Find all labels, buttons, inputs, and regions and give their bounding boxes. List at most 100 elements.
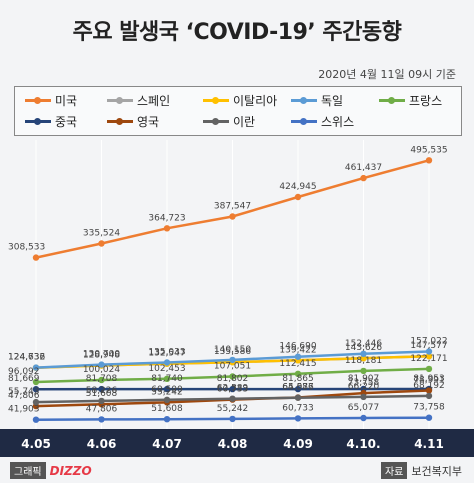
legend-item: 프랑스	[379, 92, 442, 109]
data-point	[294, 353, 302, 360]
data-point	[98, 397, 105, 405]
data-label: 102,453	[148, 364, 185, 374]
data-point	[425, 353, 433, 360]
legend-item: 이란	[203, 113, 255, 130]
legend-label: 중국	[55, 115, 78, 129]
data-label: 335,524	[83, 229, 120, 239]
data-point	[163, 359, 171, 366]
x-tick-label: 4.10.	[346, 437, 380, 451]
data-point	[32, 254, 40, 261]
legend-item: 이탈리아	[203, 92, 277, 109]
data-point	[294, 415, 302, 422]
x-tick-label: 4.06	[87, 437, 117, 451]
x-axis-bar	[0, 429, 474, 457]
data-label: 73,758	[413, 403, 445, 413]
data-point	[425, 392, 433, 400]
data-label: 122,171	[410, 354, 447, 364]
data-label: 112,415	[279, 359, 316, 369]
legend-label: 독일	[321, 94, 344, 108]
legend-swatch	[379, 97, 405, 104]
legend-swatch	[107, 97, 133, 104]
data-label: 41,903	[8, 405, 40, 415]
data-point	[32, 378, 40, 386]
data-point	[294, 394, 302, 401]
legend-swatch	[291, 118, 317, 125]
data-point	[163, 375, 171, 382]
data-label: 51,608	[86, 389, 118, 399]
data-label: 58,226	[86, 386, 118, 396]
x-tick-label: 4.07	[152, 437, 182, 451]
data-point	[32, 416, 40, 423]
data-label: 124,632	[8, 353, 45, 363]
data-point	[425, 414, 433, 421]
data-point	[360, 350, 367, 357]
data-point	[98, 240, 105, 247]
data-label: 60,733	[282, 403, 314, 413]
data-point	[425, 157, 433, 164]
data-label: 78,991	[413, 376, 445, 386]
data-label: 64,586	[282, 383, 314, 393]
data-point	[163, 416, 171, 423]
data-label: 68,192	[413, 381, 445, 391]
legend-swatch	[25, 118, 51, 125]
data-label: 461,437	[345, 163, 382, 173]
legend-item: 독일	[291, 92, 343, 109]
legend-label: 프랑스	[409, 94, 443, 108]
data-label: 124,736	[8, 353, 45, 363]
data-point	[229, 395, 236, 402]
data-label: 146,690	[279, 342, 316, 352]
legend-swatch	[203, 97, 229, 104]
data-label: 47,806	[86, 404, 118, 414]
legend-item: 중국	[25, 113, 77, 130]
legend-label: 미국	[55, 94, 78, 108]
data-label: 81,907	[348, 374, 380, 384]
data-point	[32, 386, 40, 393]
credit: 그래픽 DIZZO	[10, 462, 92, 479]
data-label: 495,535	[410, 145, 447, 155]
data-label: 107,051	[214, 362, 251, 372]
data-label: 143,626	[345, 343, 382, 353]
data-label: 62,589	[217, 384, 249, 394]
legend-label: 스페인	[137, 94, 171, 108]
data-point	[360, 393, 367, 401]
brand-logo: DIZZO	[49, 463, 92, 478]
data-label: 135,033	[148, 348, 185, 358]
legend-item: 영국	[107, 113, 159, 130]
timestamp: 2020년 4월 11일 09시 기준	[318, 68, 456, 81]
legend-swatch	[203, 118, 229, 125]
data-point	[360, 174, 367, 182]
data-label: 55,743	[8, 387, 40, 397]
legend-label: 이란	[233, 115, 256, 129]
x-tick-label: 4.11	[414, 437, 444, 451]
data-label: 65,077	[282, 383, 314, 393]
data-point	[163, 396, 171, 403]
data-label: 60,500	[151, 385, 183, 395]
data-label: 81,802	[217, 374, 249, 384]
data-label: 55,242	[151, 387, 183, 397]
source-badge: 자료	[380, 462, 408, 479]
data-label: 81,708	[86, 374, 118, 384]
legend-item: 스페인	[107, 92, 170, 109]
data-label: 132,547	[148, 349, 185, 359]
data-point	[229, 356, 236, 364]
data-point	[360, 355, 367, 362]
data-point	[163, 225, 171, 232]
data-label: 81,740	[151, 374, 183, 384]
data-point	[425, 365, 433, 373]
data-label: 308,533	[8, 243, 45, 253]
legend-label: 이탈리아	[233, 94, 278, 108]
data-label: 147,577	[410, 341, 447, 351]
data-point	[229, 385, 236, 393]
data-label: 51,608	[151, 404, 183, 414]
legend-label: 영국	[137, 115, 160, 129]
data-label: 66,220	[348, 382, 380, 392]
x-tick-label: 4.08	[218, 437, 248, 451]
data-point	[229, 415, 236, 423]
legend-label: 스위스	[321, 115, 355, 129]
data-point	[98, 385, 105, 393]
data-point	[360, 414, 367, 422]
data-point	[360, 367, 367, 375]
page-title: 주요 발생국 ‘COVID-19’ 주간동향	[72, 20, 402, 45]
legend-swatch	[291, 97, 317, 104]
